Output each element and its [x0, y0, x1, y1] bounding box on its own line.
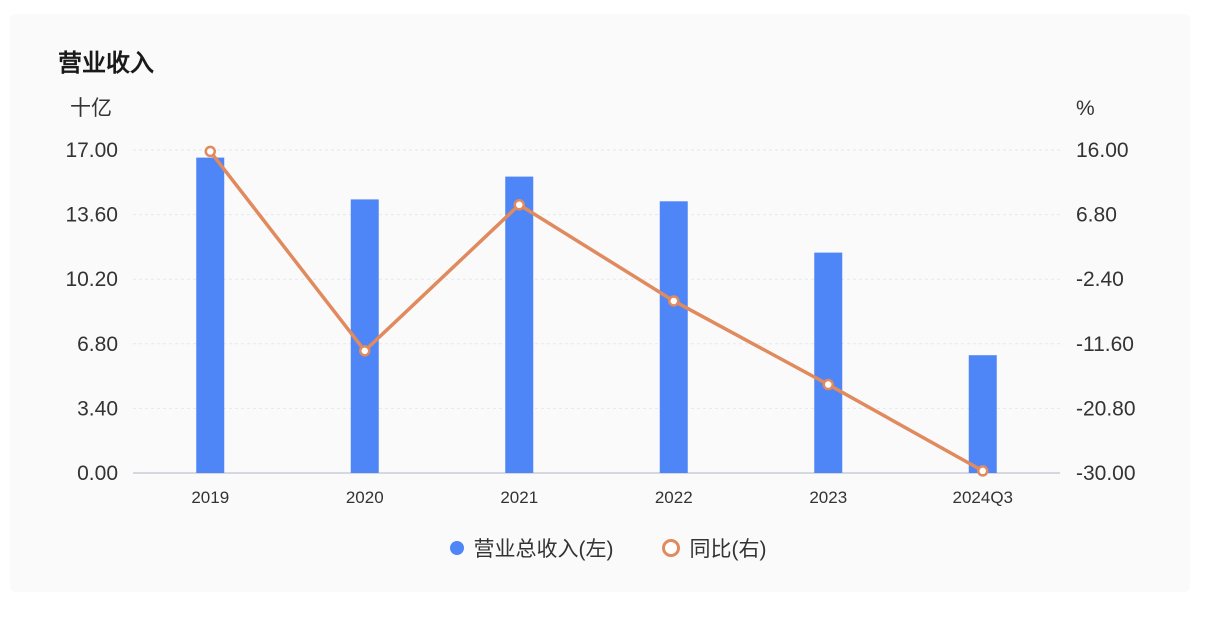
right-tick-label: -20.80 [1076, 397, 1136, 420]
yoy-point [359, 345, 371, 357]
right-axis-unit: % [1076, 97, 1095, 120]
left-axis-unit: 十亿 [70, 97, 112, 120]
legend-line-marker [661, 539, 680, 557]
bar [196, 157, 225, 473]
x-tick-label: 2020 [346, 488, 384, 507]
yoy-point [668, 295, 680, 307]
yoy-point [977, 465, 989, 477]
legend-label-revenue: 营业总收入(左) [473, 538, 614, 561]
yoy-point [513, 199, 525, 211]
left-tick-label: 0.00 [77, 462, 118, 485]
right-tick-label: 16.00 [1076, 139, 1129, 162]
chart-title: 营业收入 [58, 50, 154, 77]
left-tick-label: 10.20 [65, 268, 118, 291]
left-tick-label: 17.00 [65, 139, 118, 162]
right-tick-label: -2.40 [1076, 268, 1124, 291]
left-tick-label: 6.80 [77, 333, 118, 356]
x-tick-label: 2023 [809, 488, 847, 507]
x-tick-label: 2021 [500, 488, 538, 507]
right-tick-label: -11.60 [1076, 333, 1134, 356]
bar [814, 252, 843, 473]
yoy-line [208, 150, 984, 473]
x-tick-label: 2022 [655, 488, 693, 507]
yoy-point [822, 378, 834, 391]
right-tick-label: 6.80 [1076, 204, 1117, 227]
legend-item-yoy[interactable]: 同比(右) [661, 533, 767, 563]
bar [968, 355, 997, 473]
left-tick-label: 13.60 [65, 204, 118, 227]
legend: 营业总收入(左) 同比(右) [0, 533, 1216, 563]
legend-item-revenue[interactable]: 营业总收入(左) [449, 533, 614, 563]
x-tick-label: 2024Q3 [953, 488, 1014, 507]
right-tick-label: -30.00 [1076, 462, 1136, 485]
legend-bar-marker [449, 541, 464, 555]
bar [505, 176, 534, 473]
yoy-point [204, 145, 216, 158]
bar [659, 201, 688, 474]
x-tick-label: 2019 [191, 488, 229, 507]
legend-label-yoy: 同比(右) [689, 538, 767, 561]
left-tick-label: 3.40 [77, 397, 118, 420]
